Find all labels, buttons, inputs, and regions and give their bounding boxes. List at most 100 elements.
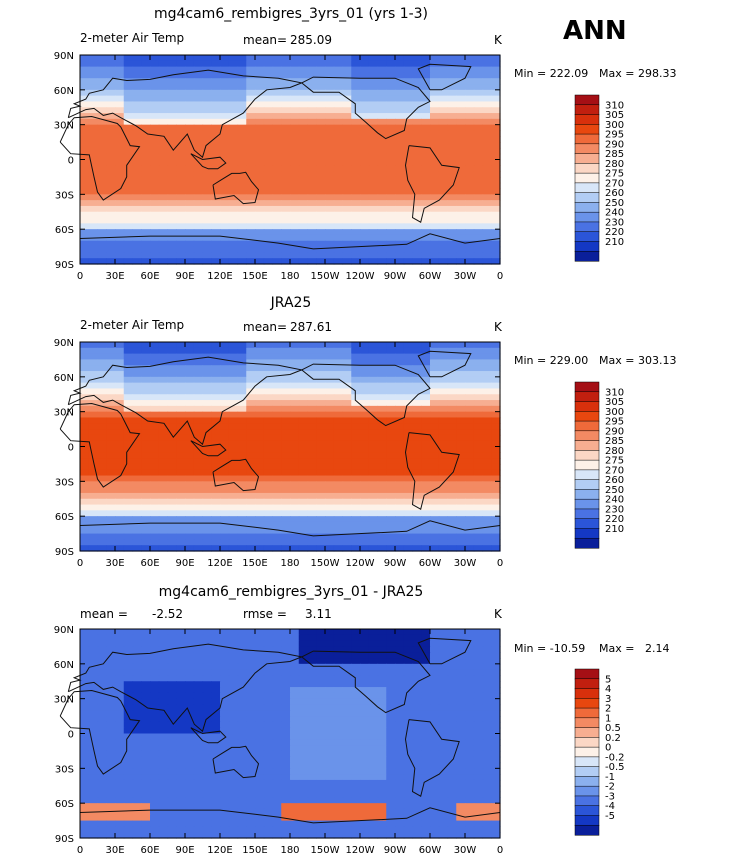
field-cell xyxy=(228,634,239,642)
field-cell xyxy=(185,246,195,253)
field-cell xyxy=(167,458,177,465)
field-cell xyxy=(290,469,300,477)
field-cell xyxy=(368,205,379,213)
field-cell xyxy=(176,658,186,665)
field-cell xyxy=(351,481,361,488)
field-cell xyxy=(290,423,300,430)
field-cell xyxy=(185,510,195,517)
field-cell xyxy=(246,716,256,723)
field-cell xyxy=(465,629,475,636)
field-cell xyxy=(106,252,116,259)
field-cell xyxy=(88,382,99,390)
field-cell xyxy=(228,258,239,265)
field-cell xyxy=(368,371,379,378)
field-cell xyxy=(123,130,134,137)
field-cell xyxy=(202,136,212,143)
lat-tick-label: 90N xyxy=(54,338,74,349)
field-cell xyxy=(473,258,484,265)
field-cell xyxy=(368,750,379,758)
field-cell xyxy=(351,194,361,201)
field-cell xyxy=(167,130,177,137)
field-cell xyxy=(255,721,265,729)
field-cell xyxy=(263,658,274,665)
field-cell xyxy=(491,165,501,172)
field-cell xyxy=(351,545,361,552)
field-cell xyxy=(246,60,256,68)
field-cell xyxy=(333,652,344,659)
field-cell xyxy=(220,492,230,500)
field-cell xyxy=(491,745,501,752)
field-cell xyxy=(246,646,256,653)
field-cell xyxy=(202,229,212,236)
field-cell xyxy=(167,646,177,653)
field-cell xyxy=(123,101,134,108)
field-cell xyxy=(360,240,370,248)
field-cell xyxy=(316,229,326,236)
field-cell xyxy=(316,194,326,201)
field-cell xyxy=(123,504,134,511)
field-cell xyxy=(185,533,195,540)
field-cell xyxy=(202,405,212,413)
field-cell xyxy=(351,376,361,384)
field-cell xyxy=(377,492,387,500)
field-cell xyxy=(430,72,440,79)
field-cell xyxy=(263,669,274,677)
field-cell xyxy=(316,727,326,735)
field-cell xyxy=(325,458,335,465)
field-cell xyxy=(307,252,317,259)
field-cell xyxy=(473,675,484,682)
field-cell xyxy=(97,423,107,430)
field-cell xyxy=(193,405,204,413)
field-cell xyxy=(211,353,221,361)
field-cell xyxy=(351,130,361,137)
field-cell xyxy=(272,405,282,413)
field-cell xyxy=(123,142,134,149)
field-cell xyxy=(255,750,265,758)
field-cell xyxy=(298,153,309,161)
field-cell xyxy=(351,721,361,729)
field-cell xyxy=(491,342,501,349)
field-cell xyxy=(185,527,195,535)
field-cell xyxy=(272,101,282,108)
field-cell xyxy=(473,142,484,149)
field-cell xyxy=(386,481,396,488)
field-cell xyxy=(202,721,212,729)
field-cell xyxy=(360,211,370,219)
field-cell xyxy=(386,440,396,448)
field-cell xyxy=(237,475,247,482)
field-cell xyxy=(193,634,204,642)
field-cell xyxy=(167,692,177,700)
colorbar-swatch xyxy=(574,469,600,481)
field-cell xyxy=(115,452,125,459)
field-cell xyxy=(228,669,239,677)
field-cell xyxy=(193,171,204,178)
field-cell xyxy=(421,171,431,178)
field-cell xyxy=(491,527,501,535)
field-cell xyxy=(132,646,142,653)
field-cell xyxy=(176,359,186,366)
field-cell xyxy=(456,669,466,677)
field-cell xyxy=(447,762,457,769)
field-cell xyxy=(482,452,492,459)
field-cell xyxy=(307,756,317,764)
field-cell xyxy=(202,716,212,723)
field-cell xyxy=(360,405,370,413)
field-cell xyxy=(263,365,274,372)
field-cell xyxy=(263,234,274,242)
field-cell xyxy=(272,194,282,201)
field-cell xyxy=(228,118,239,126)
field-cell xyxy=(158,347,169,355)
field-cell xyxy=(482,252,492,259)
field-cell xyxy=(447,658,457,665)
field-cell xyxy=(141,118,151,126)
field-cell xyxy=(272,727,282,735)
field-cell xyxy=(255,200,265,207)
field-cell xyxy=(132,376,142,384)
field-cell xyxy=(228,371,239,378)
field-cell xyxy=(456,405,466,413)
field-cell xyxy=(421,188,431,195)
field-cell xyxy=(412,159,422,166)
field-cell xyxy=(438,211,449,219)
field-cell xyxy=(220,469,230,477)
field-cell xyxy=(298,669,309,677)
